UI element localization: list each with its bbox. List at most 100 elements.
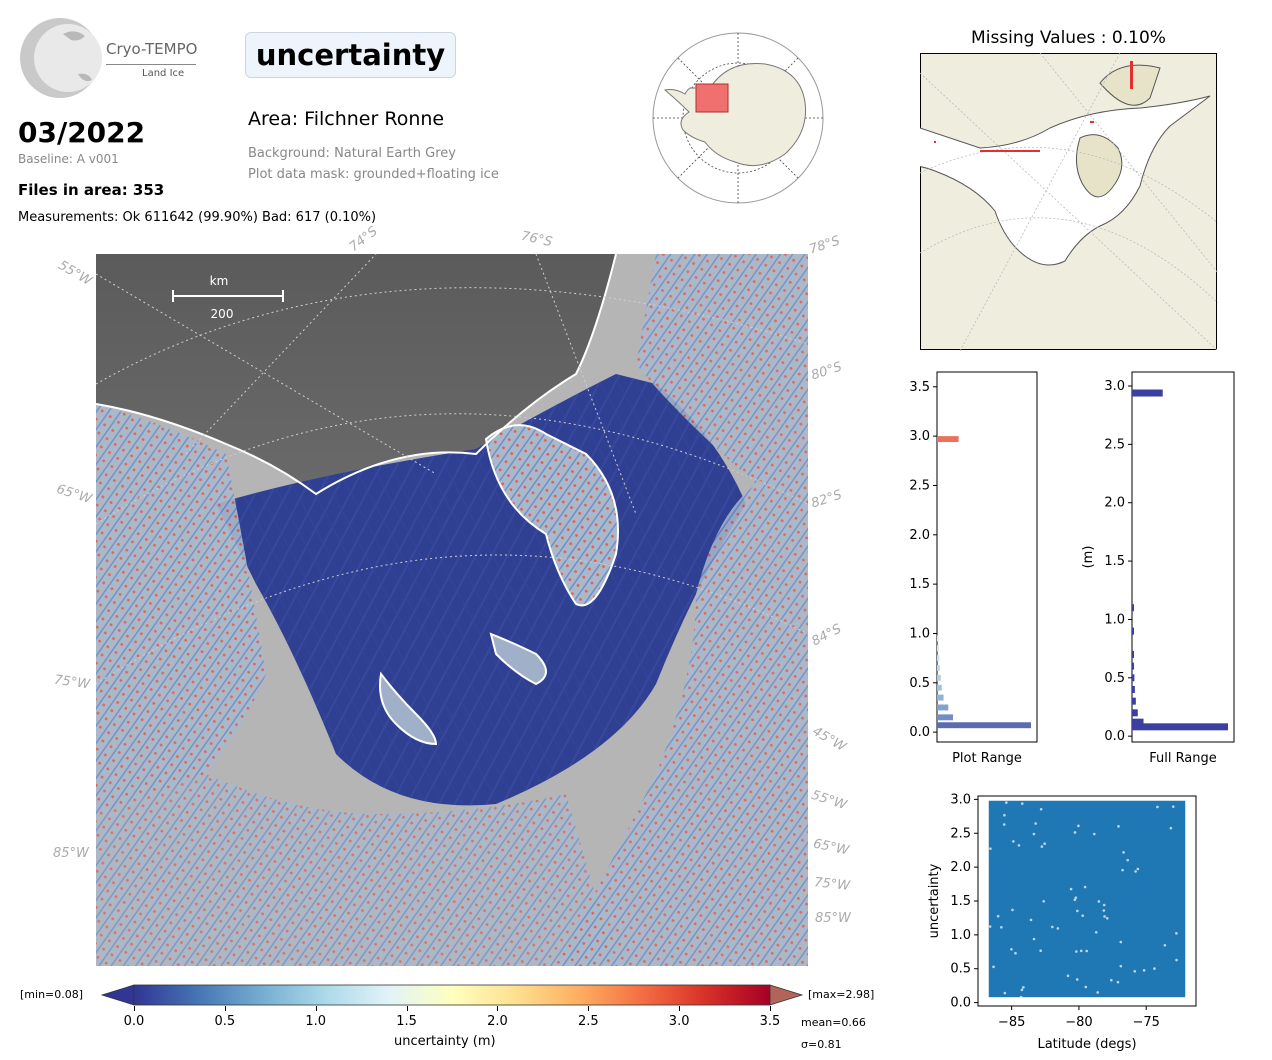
small-island xyxy=(379,671,438,746)
scatter-xtick-label: −75 xyxy=(1132,1015,1159,1030)
bottom-land xyxy=(96,774,616,966)
hist-bar xyxy=(937,665,940,671)
hist-bar xyxy=(1132,662,1134,670)
colorbar-min-triangle xyxy=(100,984,135,1006)
hist-bar xyxy=(937,722,1031,729)
uncertainty-latitude-scatter: 0.0 0.5 1.0 1.5 2.0 2.5 3.0 −85 −80 −75 Latitude (… xyxy=(927,792,1197,1052)
scatter-ylabel: uncertainty xyxy=(927,863,942,938)
lon-label-65w-right: 65°W xyxy=(811,836,851,859)
hist-bar xyxy=(1132,685,1135,693)
scatter-gap xyxy=(1097,900,1101,903)
hist-ytick-label: 3.5 xyxy=(909,380,930,395)
scatter-gap xyxy=(1119,964,1123,968)
scatter-gap xyxy=(1084,985,1088,989)
scatter-gap xyxy=(1122,851,1125,854)
hist-bar xyxy=(937,655,940,662)
hist-xlabel: Full Range xyxy=(1149,751,1217,766)
hist-bar xyxy=(1132,650,1134,658)
scatter-gap xyxy=(1092,832,1096,836)
lon-label-65w-left: 65°W xyxy=(54,481,94,508)
hist-ytick-label: 1.5 xyxy=(909,577,930,592)
scatter-gap xyxy=(996,914,1000,918)
scatter-gap xyxy=(1075,978,1079,981)
scatter-gap xyxy=(1051,925,1054,929)
colorbar-tick-label: 0.0 xyxy=(123,1014,145,1029)
scatter-gap xyxy=(1017,844,1021,847)
colorbar-max-label: [max=2.98] xyxy=(808,988,875,1001)
scatter-gap xyxy=(1094,930,1098,934)
hist-ylabel: (m) xyxy=(1081,546,1096,569)
colorbar-tick-mark xyxy=(406,1006,408,1011)
scatter-gap xyxy=(1153,967,1156,970)
scatter-gap xyxy=(1142,969,1146,972)
ocean-region xyxy=(96,254,616,494)
hist-bar xyxy=(937,714,953,721)
hist-bar xyxy=(937,635,939,642)
hist-bar xyxy=(937,694,944,701)
scatter-point-cloud xyxy=(988,800,1186,998)
scatter-gap xyxy=(1066,974,1070,978)
scatter-gap xyxy=(1029,918,1033,922)
hist-bar xyxy=(937,645,939,652)
scatter-gap xyxy=(1096,991,1100,994)
left-peninsula xyxy=(96,404,266,814)
scatter-gap xyxy=(1085,949,1089,953)
antarctica-locator-map xyxy=(652,32,824,204)
colorbar-max-triangle xyxy=(769,984,804,1006)
scatter-gap xyxy=(1079,949,1083,953)
berkner-island xyxy=(484,424,619,607)
scatter-gap xyxy=(1105,916,1109,920)
cryo-tempo-logo: Cryo-TEMPO Land Ice xyxy=(18,16,198,100)
hist-ytick-label: 3.0 xyxy=(1104,379,1125,394)
scale-unit: km xyxy=(210,274,229,288)
missing-values-title: Missing Values : 0.10% xyxy=(971,28,1166,48)
scatter-gap xyxy=(1083,885,1087,889)
lon-label-75w-left: 75°W xyxy=(53,672,91,693)
period-date: 03/2022 xyxy=(18,116,146,149)
colorbar-min-label: [min=0.08] xyxy=(20,988,84,1001)
parameter-title: uncertainty xyxy=(245,32,456,78)
scatter-gap xyxy=(1116,980,1120,984)
scatter-gap xyxy=(1039,808,1043,811)
hist-ytick-label: 0.0 xyxy=(909,725,930,740)
lon-label-55w-left: 55°W xyxy=(55,258,95,289)
hist-bar xyxy=(1132,627,1134,635)
colorbar-tick-mark xyxy=(224,1006,226,1011)
hist-bar xyxy=(1132,718,1144,726)
henry-rise xyxy=(489,632,547,686)
hist-bar xyxy=(1132,674,1135,682)
scatter-gap xyxy=(1005,801,1008,804)
scatter-ytick-label: 1.5 xyxy=(950,894,971,909)
lat-label-82: 82°S xyxy=(809,487,844,512)
right-land xyxy=(556,254,808,966)
logo-moon-icon xyxy=(20,18,102,98)
missing-values-map xyxy=(920,53,1218,351)
lon-label-55w-right: 55°W xyxy=(809,787,849,814)
colorbar xyxy=(100,984,804,1006)
scatter-gap xyxy=(992,965,995,969)
scatter-gap xyxy=(1171,805,1175,808)
scatter-gap xyxy=(1022,986,1025,989)
hist-bar xyxy=(1132,389,1163,397)
scatter-gap xyxy=(1175,958,1178,962)
hist-bar xyxy=(937,674,941,681)
scatter-gap xyxy=(1040,845,1044,848)
colorbar-tick-label: 2.5 xyxy=(577,1014,599,1029)
colorbar-tick-mark xyxy=(679,1006,681,1011)
hist-bar xyxy=(937,704,949,711)
scatter-gap xyxy=(1003,991,1007,995)
hist-bar xyxy=(937,436,959,443)
main-uncertainty-map: km 200 xyxy=(96,254,808,966)
lat-label-74: 74°S xyxy=(346,223,381,256)
scatter-gap xyxy=(1134,870,1137,873)
area-title: Area: Filchner Ronne xyxy=(248,108,445,130)
mask-note: Plot data mask: grounded+floating ice xyxy=(248,167,499,182)
files-in-area: Files in area: 353 xyxy=(18,181,165,199)
scatter-gap xyxy=(1077,824,1080,828)
colorbar-sigma: σ=0.81 xyxy=(801,1038,842,1051)
measurements-summary: Measurements: Ok 611642 (99.90%) Bad: 61… xyxy=(18,210,377,225)
scatter-xlabel: Latitude (degs) xyxy=(1037,1037,1136,1052)
colorbar-tick-label: 0.5 xyxy=(214,1014,236,1029)
colorbar-mean: mean=0.66 xyxy=(801,1016,866,1029)
scatter-gap xyxy=(1020,802,1024,805)
